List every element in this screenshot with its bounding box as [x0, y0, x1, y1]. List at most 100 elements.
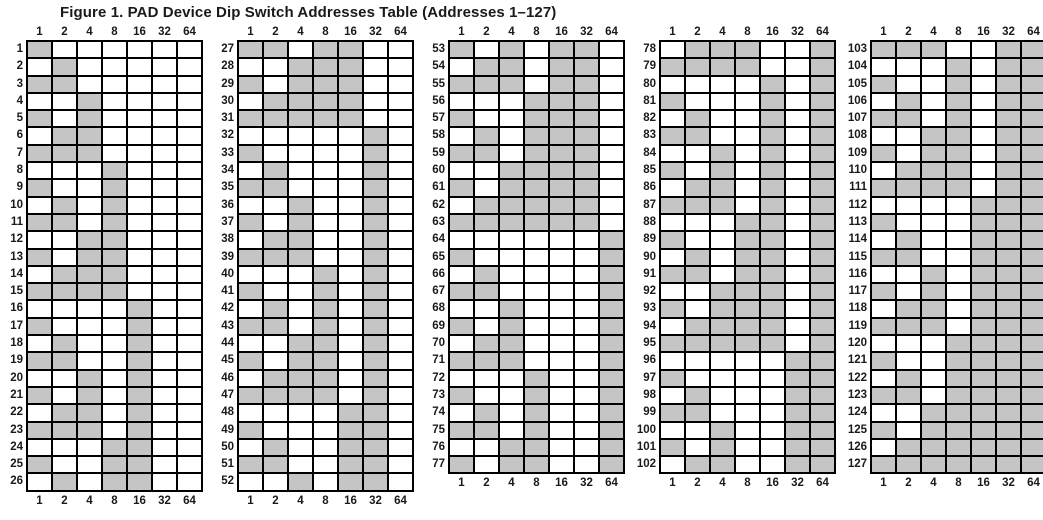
- dip-cell: [599, 179, 624, 197]
- address-label: 75: [432, 423, 445, 436]
- dip-cell: [549, 144, 574, 163]
- dip-cell: [810, 196, 835, 214]
- dip-cell: [996, 231, 1021, 249]
- dip-cell: [52, 352, 77, 370]
- dip-cell: [152, 127, 177, 145]
- dip-cell: [388, 438, 413, 457]
- dip-cell: [996, 196, 1021, 214]
- dip-cell: [971, 369, 996, 387]
- dip-cell: [102, 231, 127, 249]
- dip-cell: [177, 75, 202, 93]
- address-label: 74: [432, 406, 445, 419]
- dip-cell: [599, 213, 624, 232]
- dip-cell: [735, 213, 760, 232]
- dip-cell: [810, 438, 835, 457]
- dip-cell: [660, 110, 685, 128]
- dip-cell: [338, 162, 363, 180]
- dip-cell: [474, 317, 499, 336]
- dip-cell: [127, 352, 152, 370]
- dip-cell: [177, 386, 202, 405]
- dip-cell: [574, 144, 599, 163]
- dip-cell: [946, 92, 971, 111]
- bit-value-label: 16: [344, 26, 357, 38]
- dip-cell: [760, 92, 785, 111]
- dip-cell: [574, 317, 599, 336]
- dip-cell: [238, 213, 263, 232]
- dip-cell: [449, 92, 474, 111]
- dip-cell: [177, 196, 202, 214]
- dip-cell: [810, 110, 835, 128]
- dip-cell: [1021, 456, 1043, 474]
- dip-cell: [599, 110, 624, 128]
- dip-cell: [1021, 335, 1043, 353]
- dip-cell: [238, 127, 263, 145]
- dip-cell: [946, 438, 971, 457]
- dip-cell: [27, 386, 52, 405]
- dip-cell: [685, 386, 710, 405]
- dip-cell: [549, 179, 574, 197]
- dip-cell: [524, 213, 549, 232]
- bit-value-label: 2: [61, 494, 68, 507]
- dip-cell: [288, 473, 313, 491]
- dip-cell: [574, 456, 599, 474]
- address-label: 7: [16, 146, 23, 159]
- dip-cell: [946, 127, 971, 145]
- address-label: 121: [847, 354, 867, 367]
- dip-cell: [474, 456, 499, 474]
- dip-cell: [946, 283, 971, 301]
- dip-cell: [785, 127, 810, 145]
- dip-cell: [524, 369, 549, 387]
- dip-cell: [1021, 386, 1043, 405]
- dip-cell: [685, 162, 710, 180]
- address-label: 73: [432, 388, 445, 401]
- dip-cell: [971, 41, 996, 59]
- dip-cell: [238, 248, 263, 266]
- dip-cell: [363, 127, 388, 145]
- dip-cell: [499, 404, 524, 422]
- bit-column-headers: 1 2 4 8 16 32 64: [213, 25, 414, 39]
- dip-cell: [127, 317, 152, 336]
- dip-cell: [77, 127, 102, 145]
- dip-cell: [574, 179, 599, 197]
- dip-cell: [338, 92, 363, 111]
- dip-cell: [288, 41, 313, 59]
- dip-cell: [102, 283, 127, 301]
- address-label: 98: [643, 388, 656, 401]
- dip-cell: [660, 41, 685, 59]
- dip-cell: [921, 110, 946, 128]
- dip-cell: [388, 404, 413, 422]
- dip-cell: [499, 352, 524, 370]
- dip-cell: [549, 317, 574, 336]
- dip-cell: [388, 144, 413, 163]
- address-label: 19: [10, 354, 23, 367]
- dip-cell: [735, 110, 760, 128]
- dip-cell: [710, 179, 735, 197]
- dip-cell: [896, 265, 921, 284]
- bit-value-label: 16: [133, 26, 146, 38]
- dip-cell: [338, 41, 363, 59]
- dip-cell: [152, 335, 177, 353]
- dip-cell: [127, 283, 152, 301]
- dip-cell: [1021, 213, 1043, 232]
- dip-cell: [524, 110, 549, 128]
- address-label: 124: [847, 406, 867, 419]
- bit-value-label: 2: [905, 26, 912, 38]
- address-label: 65: [432, 250, 445, 263]
- dip-cell: [177, 92, 202, 111]
- dip-cell: [524, 231, 549, 249]
- dip-cell: [288, 421, 313, 439]
- dip-cell: [52, 58, 77, 76]
- dip-cell: [102, 352, 127, 370]
- dip-cell: [574, 248, 599, 266]
- dip-cell: [1021, 369, 1043, 387]
- address-labels: 1 2 3 4 5 6 7 8 9 10 11 12 13 14 15 16 17 18 19 20 21 22 23 24 2…: [2, 41, 26, 491]
- dip-cell: [474, 386, 499, 405]
- dip-cell: [338, 473, 363, 491]
- address-label: 21: [10, 388, 23, 401]
- dip-cell: [338, 369, 363, 387]
- dip-cell: [338, 231, 363, 249]
- dip-cell: [263, 386, 288, 405]
- dip-cell: [499, 92, 524, 111]
- address-label: 25: [10, 458, 23, 471]
- dip-cell: [760, 404, 785, 422]
